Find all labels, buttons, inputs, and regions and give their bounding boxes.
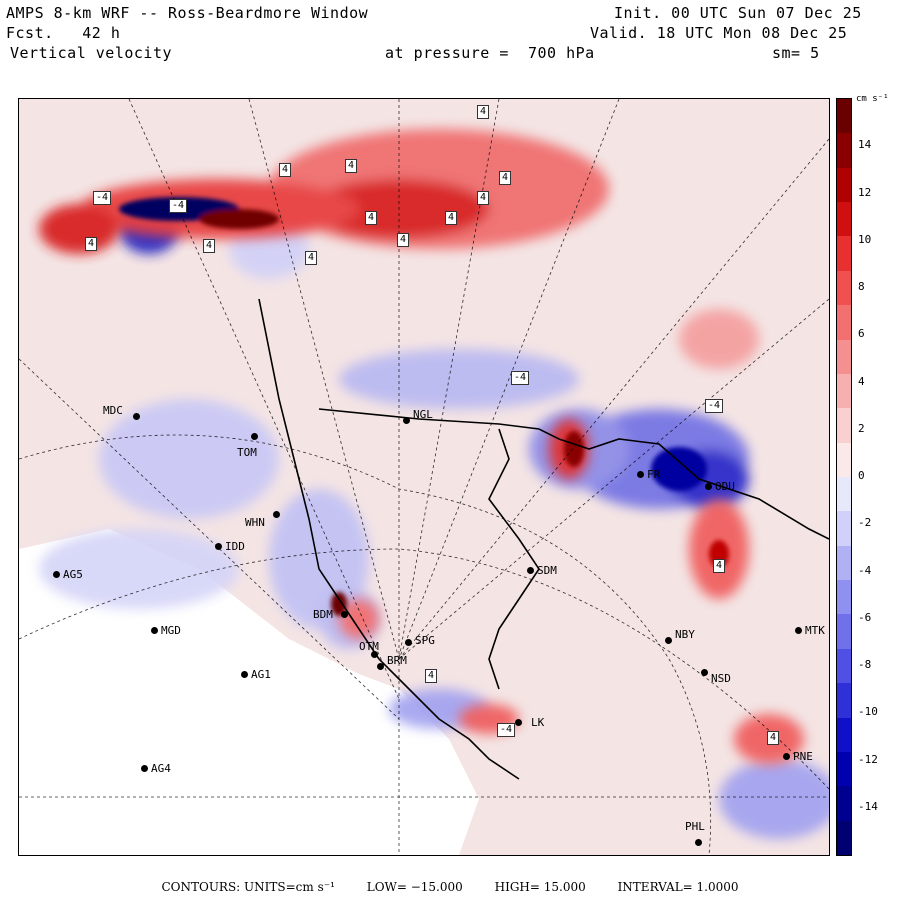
contour-label: 4 xyxy=(499,171,512,185)
pressure-level: at pressure = 700 hPa xyxy=(385,44,595,62)
colorbar-segment xyxy=(837,270,851,306)
colorbar-tick-label: 10 xyxy=(858,232,872,246)
contour-label: 4 xyxy=(365,211,378,225)
colorbar-segment xyxy=(837,133,851,169)
contour-label: 4 xyxy=(203,239,216,253)
colorbar-tick-label: 4 xyxy=(858,374,865,388)
colorbar-tick-label: -4 xyxy=(858,563,872,577)
grounding-line xyxy=(488,428,540,690)
init-time: Init. 00 UTC Sun 07 Dec 25 xyxy=(614,4,862,22)
contour-label: 4 xyxy=(445,211,458,225)
contour-units: CONTOURS: UNITS=cm s⁻¹ xyxy=(161,880,335,894)
contour-label: 4 xyxy=(713,559,726,573)
contour-label: 4 xyxy=(397,233,410,247)
colorbar-segment xyxy=(837,99,851,134)
colorbar xyxy=(836,98,852,856)
contour-label: 4 xyxy=(345,159,358,173)
colorbar-segment xyxy=(837,511,851,547)
valid-time: Valid. 18 UTC Mon 08 Dec 25 xyxy=(590,24,848,42)
colorbar-segment xyxy=(837,820,851,856)
vertical-velocity-map: 4 4 4 4 4 4 4 4 4 4 4 -4 -4 -4 4 -4 4 4 … xyxy=(18,98,830,856)
colorbar-tick-label: -10 xyxy=(858,705,878,719)
colorbar-segment xyxy=(837,339,851,375)
contour-label: -4 xyxy=(511,371,530,385)
colorbar-tick-label: 0 xyxy=(858,469,865,482)
colorbar-segment xyxy=(837,236,851,272)
colorbar-segment xyxy=(837,648,851,684)
smoothing: sm= 5 xyxy=(772,44,820,62)
colorbar-tick-label: -12 xyxy=(858,752,878,766)
shelf-edge xyxy=(318,408,829,540)
contour-label: 4 xyxy=(279,163,292,177)
colorbar-segment xyxy=(837,683,851,719)
contour-label: 4 xyxy=(477,105,490,119)
map-field-svg xyxy=(19,99,829,855)
colorbar-tick-label: 8 xyxy=(858,280,865,293)
colorbar-segment xyxy=(837,614,851,650)
colorbar-segment xyxy=(837,408,851,444)
contour-label: -4 xyxy=(93,191,112,205)
contour-label: 4 xyxy=(305,251,318,265)
colorbar-segment xyxy=(837,202,851,237)
contour-label: 4 xyxy=(425,669,438,683)
colorbar-segment xyxy=(837,442,851,478)
colorbar-segment xyxy=(837,786,851,822)
colorbar-segment xyxy=(837,580,851,615)
contour-label: -4 xyxy=(169,199,188,213)
field-name: Vertical velocity xyxy=(10,44,173,62)
coastline xyxy=(258,298,520,780)
colorbar-segment xyxy=(837,167,851,203)
colorbar-tick-label: 6 xyxy=(858,327,865,341)
colorbar-segment xyxy=(837,717,851,753)
contour-high: HIGH= 15.000 xyxy=(494,880,586,894)
colorbar-tick-label: -2 xyxy=(858,516,872,530)
contour-info: CONTOURS: UNITS=cm s⁻¹ LOW= −15.000 HIGH… xyxy=(0,880,900,894)
contour-label: 4 xyxy=(767,731,780,745)
colorbar-segment xyxy=(837,751,851,787)
white-region xyxy=(19,529,479,855)
colorbar-segment xyxy=(837,545,851,581)
colorbar-tick-label: -8 xyxy=(858,658,872,671)
forecast-hour: Fcst. 42 h xyxy=(6,24,121,42)
contour-label: -4 xyxy=(497,723,516,737)
contour-label: 4 xyxy=(85,237,98,251)
contour-interval: INTERVAL= 1.0000 xyxy=(617,880,739,894)
colorbar-tick-label: 2 xyxy=(858,421,865,435)
colorbar-tick-label: -6 xyxy=(858,610,872,624)
contour-label: -4 xyxy=(705,399,724,413)
contour-low: LOW= −15.000 xyxy=(366,880,463,894)
colorbar-segment xyxy=(837,477,851,512)
colorbar-segment xyxy=(837,305,851,341)
colorbar-segment xyxy=(837,373,851,409)
colorbar-tick-label: -14 xyxy=(858,799,878,813)
colorbar-tick-label: 14 xyxy=(858,138,872,152)
colorbar-tick-label: 12 xyxy=(858,185,872,199)
contour-label: 4 xyxy=(477,191,490,205)
colorbar-units: cm s⁻¹ xyxy=(856,94,889,104)
map-title: AMPS 8-km WRF -- Ross-Beardmore Window xyxy=(6,4,369,22)
